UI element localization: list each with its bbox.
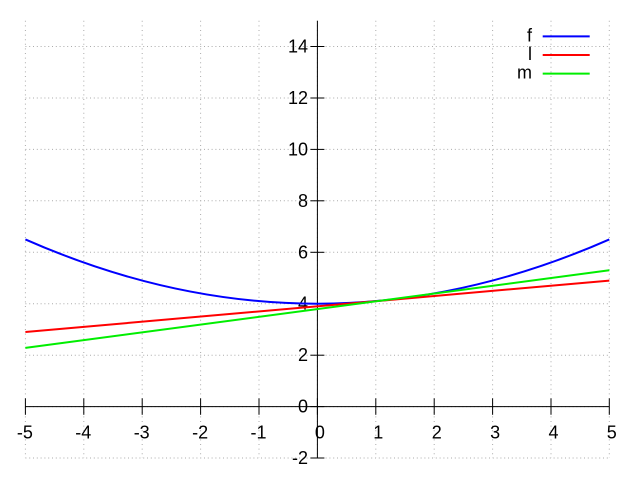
svg-text:2: 2 — [432, 423, 442, 443]
svg-text:3: 3 — [490, 423, 500, 443]
svg-text:-2: -2 — [292, 448, 308, 468]
svg-text:-3: -3 — [134, 423, 150, 443]
svg-text:-5: -5 — [17, 423, 33, 443]
svg-text:l: l — [528, 44, 532, 64]
svg-text:0: 0 — [298, 397, 308, 417]
svg-text:f: f — [527, 25, 533, 45]
svg-text:14: 14 — [288, 37, 308, 57]
svg-text:10: 10 — [288, 139, 308, 159]
svg-text:4: 4 — [548, 423, 558, 443]
svg-text:m: m — [517, 63, 532, 83]
svg-text:2: 2 — [298, 345, 308, 365]
svg-text:-1: -1 — [250, 423, 266, 443]
svg-text:8: 8 — [298, 191, 308, 211]
svg-text:5: 5 — [607, 423, 617, 443]
svg-text:-4: -4 — [75, 423, 91, 443]
svg-text:6: 6 — [298, 242, 308, 262]
svg-text:0: 0 — [315, 423, 325, 443]
svg-text:12: 12 — [288, 88, 308, 108]
svg-text:1: 1 — [373, 423, 383, 443]
svg-text:-2: -2 — [192, 423, 208, 443]
